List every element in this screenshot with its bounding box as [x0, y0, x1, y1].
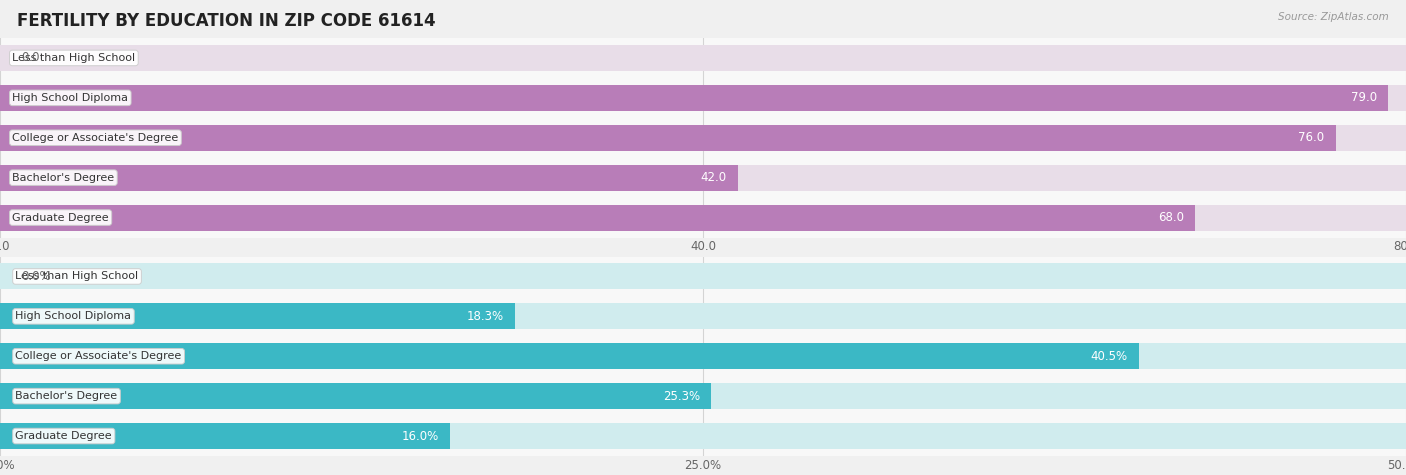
Text: 40.5%: 40.5%: [1091, 350, 1128, 363]
Bar: [0, 296, 1406, 336]
Bar: [0, 343, 1139, 369]
Bar: [0, 423, 1406, 449]
Bar: [0, 205, 1195, 230]
Bar: [0, 85, 1406, 111]
Text: 76.0: 76.0: [1298, 131, 1324, 144]
Bar: [0, 264, 1406, 289]
Bar: [0, 78, 1406, 118]
Bar: [0, 118, 1406, 158]
Bar: [0, 343, 1406, 369]
Text: 25.3%: 25.3%: [664, 390, 700, 403]
Text: 18.3%: 18.3%: [467, 310, 503, 323]
Text: FERTILITY BY EDUCATION IN ZIP CODE 61614: FERTILITY BY EDUCATION IN ZIP CODE 61614: [17, 12, 436, 30]
Bar: [0, 304, 515, 329]
Bar: [0, 45, 1406, 71]
Bar: [0, 304, 1406, 329]
Bar: [0, 165, 738, 190]
Text: 16.0%: 16.0%: [402, 429, 439, 443]
Text: 0.0: 0.0: [21, 51, 39, 65]
Bar: [0, 165, 1406, 190]
Bar: [0, 158, 1406, 198]
Bar: [0, 125, 1406, 151]
Bar: [0, 256, 1406, 296]
Bar: [0, 198, 1406, 238]
Text: High School Diploma: High School Diploma: [15, 311, 132, 322]
Text: 42.0: 42.0: [700, 171, 727, 184]
Text: Source: ZipAtlas.com: Source: ZipAtlas.com: [1278, 12, 1389, 22]
Bar: [0, 38, 1406, 78]
Bar: [0, 416, 1406, 456]
Bar: [0, 125, 1336, 151]
Text: Less than High School: Less than High School: [13, 53, 135, 63]
Text: 79.0: 79.0: [1351, 91, 1376, 104]
Text: College or Associate's Degree: College or Associate's Degree: [15, 351, 181, 361]
Text: Graduate Degree: Graduate Degree: [13, 212, 108, 223]
Text: Graduate Degree: Graduate Degree: [15, 431, 112, 441]
Bar: [0, 205, 1406, 230]
Text: College or Associate's Degree: College or Associate's Degree: [13, 133, 179, 143]
Text: Less than High School: Less than High School: [15, 271, 139, 282]
Text: Bachelor's Degree: Bachelor's Degree: [15, 391, 118, 401]
Bar: [0, 383, 1406, 409]
Text: High School Diploma: High School Diploma: [13, 93, 128, 103]
Text: Bachelor's Degree: Bachelor's Degree: [13, 172, 114, 183]
Bar: [0, 336, 1406, 376]
Bar: [0, 423, 450, 449]
Bar: [0, 85, 1389, 111]
Bar: [0, 376, 1406, 416]
Text: 0.0%: 0.0%: [21, 270, 51, 283]
Bar: [0, 383, 711, 409]
Text: 68.0: 68.0: [1159, 211, 1184, 224]
